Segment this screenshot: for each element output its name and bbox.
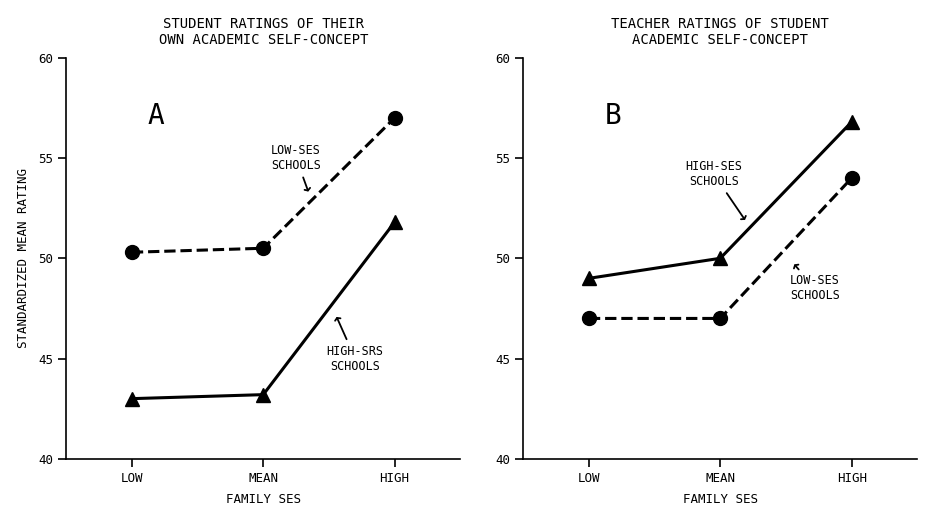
Text: B: B (604, 102, 621, 130)
Y-axis label: STANDARDIZED MEAN RATING: STANDARDIZED MEAN RATING (17, 168, 30, 348)
Text: HIGH-SRS
SCHOOLS: HIGH-SRS SCHOOLS (327, 318, 384, 372)
Title: STUDENT RATINGS OF THEIR
OWN ACADEMIC SELF-CONCEPT: STUDENT RATINGS OF THEIR OWN ACADEMIC SE… (159, 17, 368, 47)
Title: TEACHER RATINGS OF STUDENT
ACADEMIC SELF-CONCEPT: TEACHER RATINGS OF STUDENT ACADEMIC SELF… (612, 17, 829, 47)
X-axis label: FAMILY SES: FAMILY SES (683, 493, 757, 506)
Text: LOW-SES
SCHOOLS: LOW-SES SCHOOLS (790, 265, 840, 302)
Text: A: A (148, 102, 164, 130)
X-axis label: FAMILY SES: FAMILY SES (226, 493, 301, 506)
Text: HIGH-SES
SCHOOLS: HIGH-SES SCHOOLS (686, 160, 746, 219)
Text: LOW-SES
SCHOOLS: LOW-SES SCHOOLS (271, 144, 321, 190)
